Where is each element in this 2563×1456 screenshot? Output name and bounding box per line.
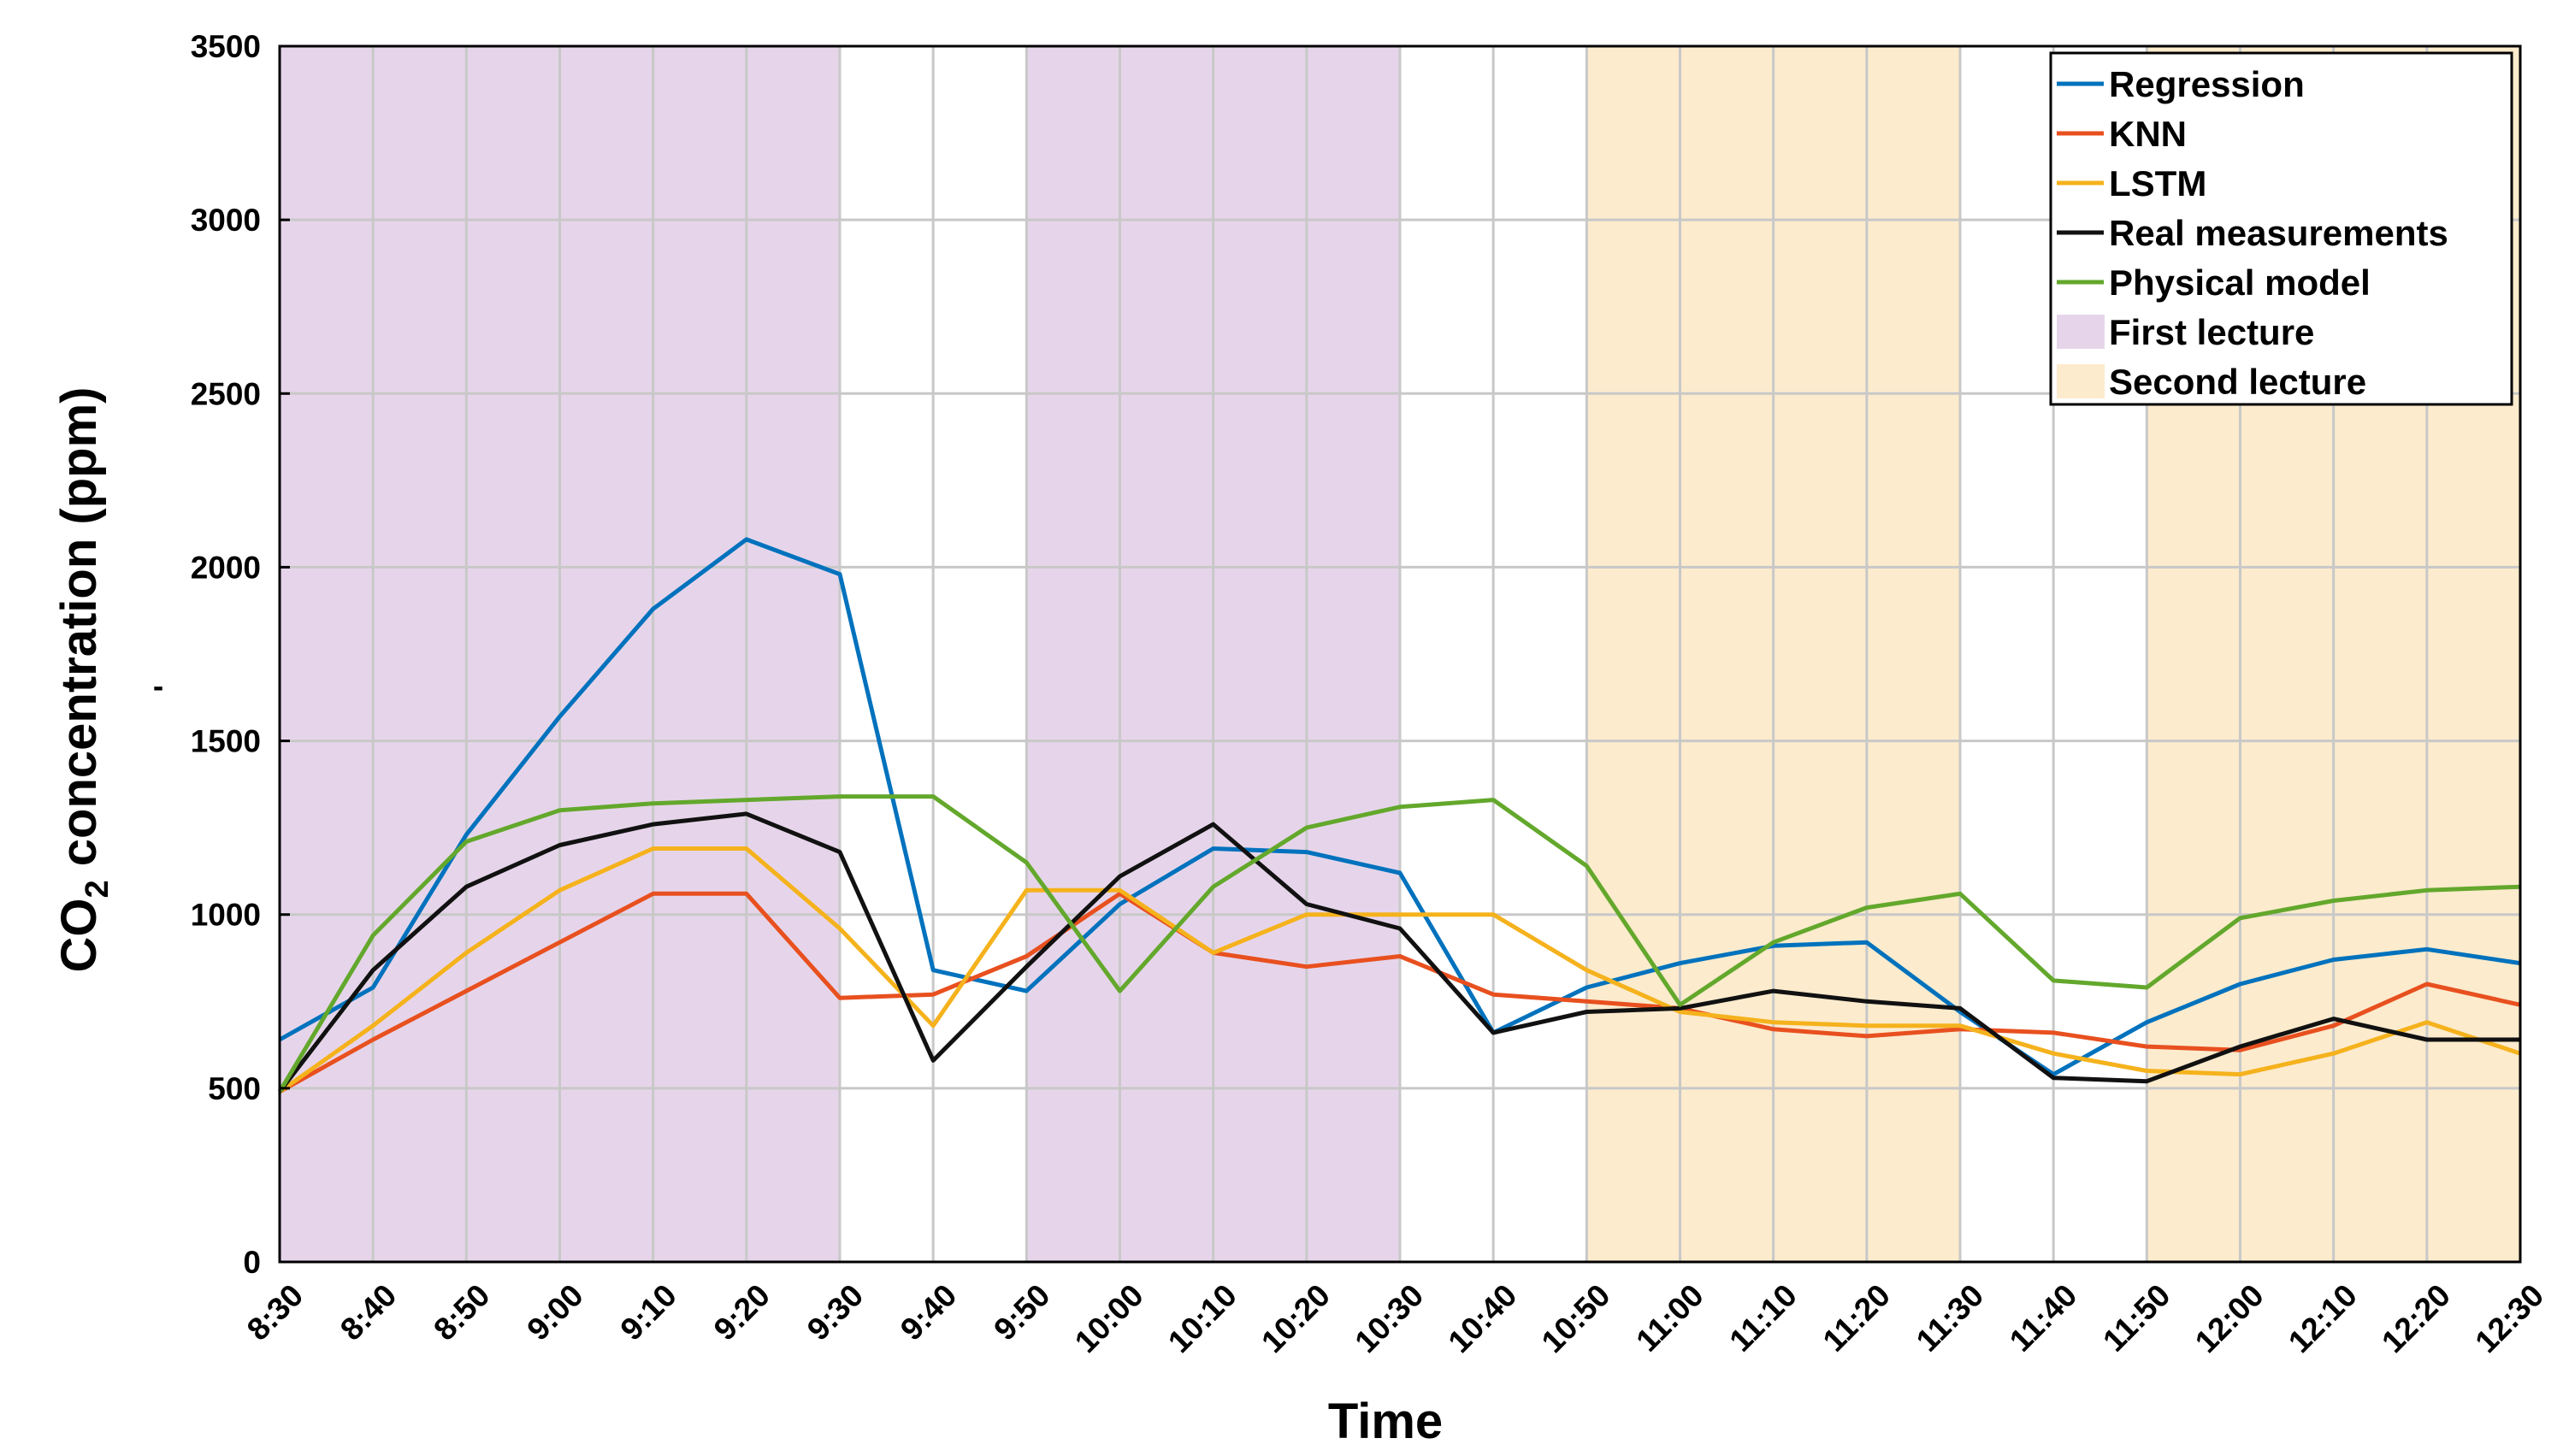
x-tick-label: 9:30	[800, 1277, 870, 1347]
y-axis-dash: -	[153, 669, 163, 704]
legend-label-1: KNN	[2109, 114, 2187, 154]
legend-label-6: Second lecture	[2109, 362, 2366, 402]
series-line-2	[278, 846, 2521, 1093]
x-tick-label: 10:20	[1255, 1277, 1337, 1359]
x-tick-label: 9:10	[614, 1277, 683, 1347]
x-tick-label: 10:50	[1535, 1277, 1617, 1359]
x-tick-label: 9:00	[520, 1277, 589, 1347]
legend-box	[2049, 51, 2513, 406]
y-axis-label-subscript: 2	[80, 880, 115, 898]
legend-label-3: Real measurements	[2109, 213, 2448, 253]
x-tick-label: 11:50	[2096, 1277, 2176, 1358]
x-axis-label: Time	[1328, 1394, 1443, 1449]
x-tick-label: 8:30	[240, 1277, 310, 1347]
x-tick-label: 9:20	[707, 1277, 777, 1347]
y-axis-label: CO2 concentration (ppm)	[51, 387, 115, 973]
plot-frame	[278, 44, 2522, 1264]
legend-label-2: LSTM	[2109, 163, 2206, 203]
x-tick-label: 11:20	[1816, 1277, 1897, 1358]
y-tick-label: 2000	[191, 550, 261, 585]
series-lines	[277, 537, 2521, 1094]
legend-swatch-6	[2057, 364, 2105, 398]
x-tick-label: 11:00	[1629, 1277, 1710, 1358]
y-tick-label: 2500	[191, 376, 261, 411]
y-tick-labels: 0 500 1000 1500 2000 2500 3000 3500	[191, 29, 290, 1280]
series-line-4	[277, 794, 2521, 1093]
x-tick-label: 11:40	[2003, 1277, 2083, 1358]
x-tick-label: 10:30	[1348, 1277, 1430, 1359]
series-line-1	[278, 891, 2521, 1094]
x-tick-label: 11:30	[1910, 1277, 1990, 1358]
legend-label-0: Regression	[2109, 64, 2305, 104]
x-tick-label: 12:10	[2282, 1277, 2364, 1359]
legend-swatch-5	[2057, 315, 2105, 349]
x-tick-label: 11:10	[1722, 1277, 1803, 1358]
series-line-3	[278, 811, 2520, 1093]
x-tick-label: 10:10	[1161, 1277, 1243, 1359]
legend-label-5: First lecture	[2109, 312, 2314, 352]
y-tick-label: 500	[208, 1071, 261, 1106]
y-tick-label: 1500	[191, 724, 261, 759]
x-tick-label: 9:50	[987, 1277, 1056, 1347]
x-tick-labels: 8:30 8:40 8:50 9:00 9:10 9:20 9:30 9:40 9:50 10:0…	[240, 1277, 2550, 1359]
x-tick-label: 8:40	[334, 1277, 403, 1347]
legend: Regression KNN LSTM Real measurements Physic…	[2049, 51, 2513, 406]
y-axis-label-suffix: concentration (ppm)	[51, 387, 107, 881]
legend-label-4: Physical model	[2109, 262, 2371, 303]
y-tick-label: 0	[243, 1245, 261, 1280]
x-tick-label: 9:40	[894, 1277, 963, 1347]
y-tick-label: 1000	[191, 898, 261, 933]
y-axis-label-prefix: CO	[51, 898, 107, 972]
series-line-0	[278, 537, 2521, 1077]
x-tick-label: 12:20	[2375, 1277, 2457, 1359]
legend-items: Regression KNN LSTM Real measurements Physic…	[2057, 64, 2448, 402]
x-tick-label: 10:00	[1068, 1277, 1150, 1359]
x-tick-label: 12:30	[2468, 1277, 2550, 1359]
y-tick-label: 3000	[191, 203, 261, 238]
x-tick-label: 10:40	[1442, 1277, 1524, 1359]
x-tick-label: 12:00	[2188, 1277, 2271, 1359]
x-tick-label: 8:50	[427, 1277, 496, 1347]
y-tick-label: 3500	[191, 29, 261, 64]
